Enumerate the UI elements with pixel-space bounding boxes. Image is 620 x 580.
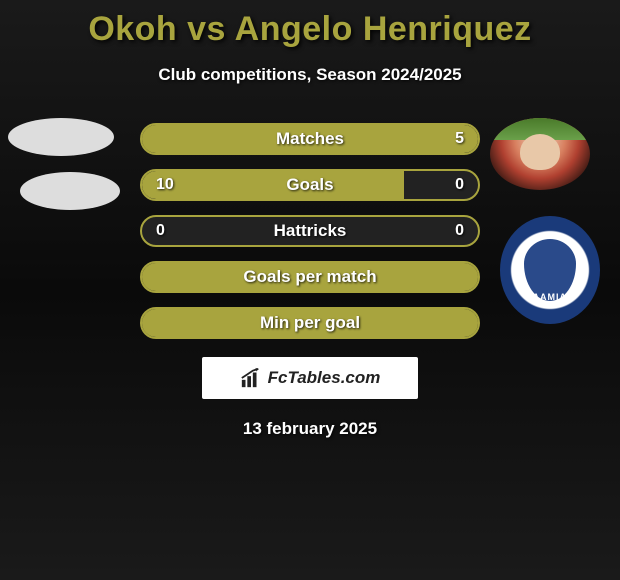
stat-label: Matches — [142, 125, 478, 153]
club-crest: ΛΑΜΙΑ — [500, 216, 600, 324]
player-left-avatar-1 — [8, 118, 114, 156]
stat-label: Goals — [142, 171, 478, 199]
subtitle: Club competitions, Season 2024/2025 — [0, 65, 620, 85]
stat-value-right: 0 — [455, 171, 464, 199]
stat-value-right: 0 — [455, 217, 464, 245]
player-left-avatar-2 — [20, 172, 120, 210]
page-title: Okoh vs Angelo Henriquez — [0, 0, 620, 49]
stat-row: Goals per match — [140, 261, 480, 293]
stat-row: Min per goal — [140, 307, 480, 339]
club-crest-label: ΛΑΜΙΑ — [500, 292, 600, 302]
stat-row: Matches5 — [140, 123, 480, 155]
stat-row: 10Goals0 — [140, 169, 480, 201]
branding-badge: FcTables.com — [202, 357, 418, 399]
branding-text: FcTables.com — [268, 368, 381, 388]
stat-label: Min per goal — [142, 309, 478, 337]
stat-label: Hattricks — [142, 217, 478, 245]
stat-label: Goals per match — [142, 263, 478, 291]
branding-chart-icon — [240, 367, 262, 389]
player-right-avatar — [490, 118, 590, 190]
stat-value-right: 5 — [455, 125, 464, 153]
date-text: 13 february 2025 — [0, 419, 620, 439]
stat-row: 0Hattricks0 — [140, 215, 480, 247]
